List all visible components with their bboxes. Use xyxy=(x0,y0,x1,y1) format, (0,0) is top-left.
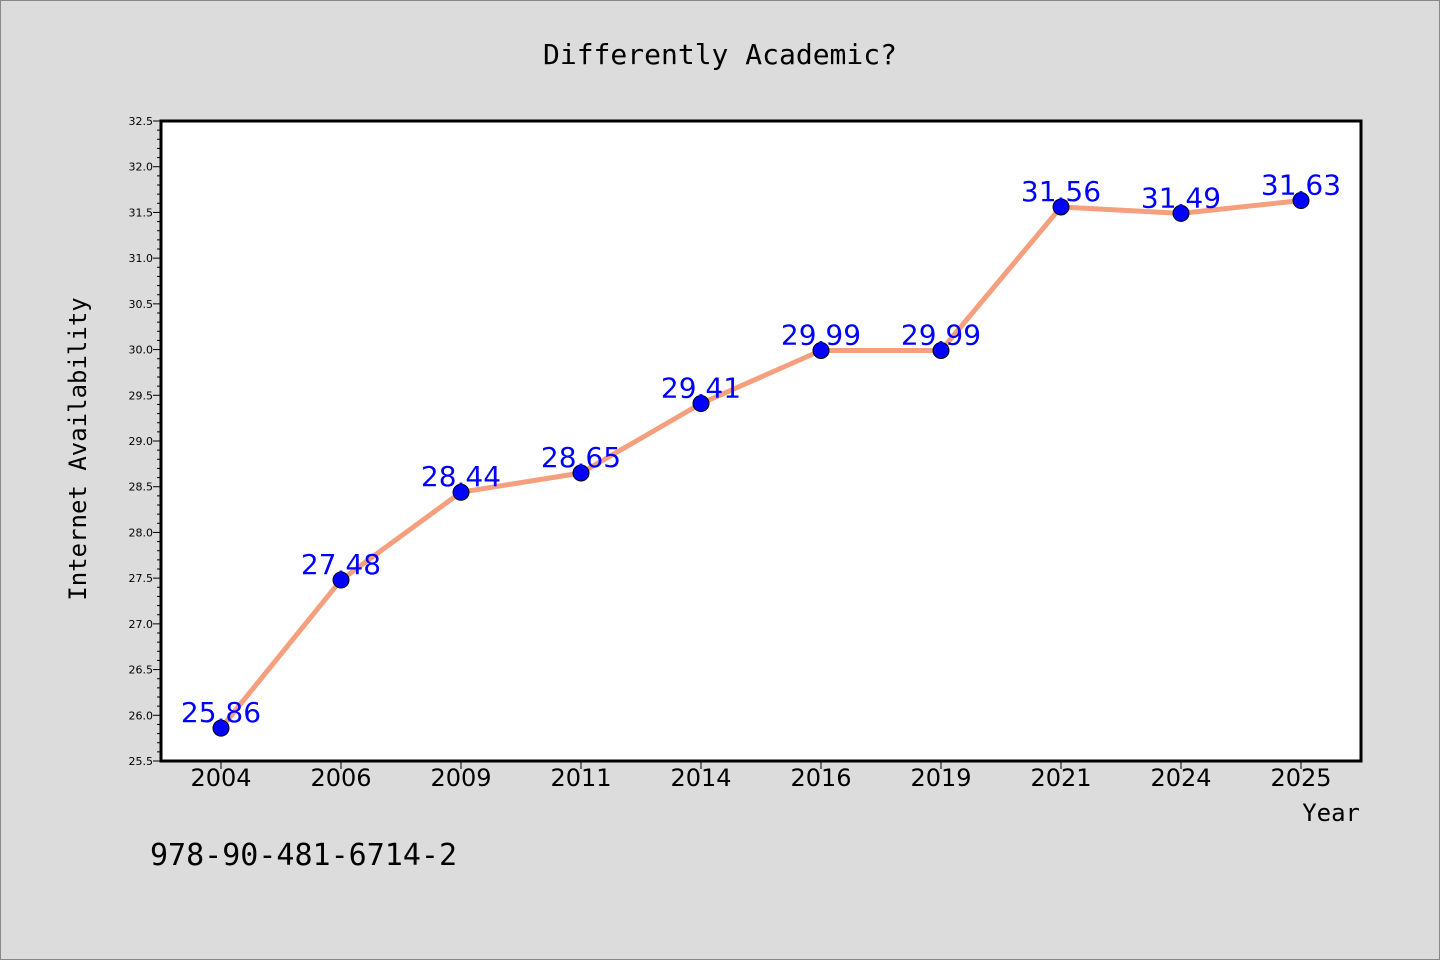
y-tick-label: 31.5 xyxy=(129,206,154,219)
data-point xyxy=(572,464,590,482)
x-tick-label: 2009 xyxy=(430,764,491,792)
x-tick-label: 2021 xyxy=(1030,764,1091,792)
y-tick-label: 28.5 xyxy=(129,481,154,494)
y-tick-label: 27.5 xyxy=(129,572,154,585)
data-label: 31.63 xyxy=(1261,169,1341,202)
x-tick-label: 2016 xyxy=(790,764,851,792)
data-point xyxy=(1292,192,1310,210)
x-tick-label: 2014 xyxy=(670,764,731,792)
y-tick-label: 28.0 xyxy=(129,526,154,539)
data-label: 27.48 xyxy=(301,548,381,581)
y-tick-label: 29.5 xyxy=(129,389,154,402)
data-point xyxy=(932,341,950,359)
y-tick-label: 32.0 xyxy=(129,161,154,174)
data-label: 28.44 xyxy=(421,460,501,493)
data-point xyxy=(692,395,710,413)
y-tick-label: 29.0 xyxy=(129,435,154,448)
chart-title: Differently Academic? xyxy=(543,38,897,71)
x-axis: 2004 2006 2009 2011 2014 2016 2019 2021 2024 2025 xyxy=(190,761,1332,792)
y-axis: 25.5 26.0 26.5 27.0 27.5 28.0 28.5 29.0 29.5 30.0… xyxy=(129,115,161,768)
y-tick-label: 26.5 xyxy=(129,664,154,677)
y-tick-label: 26.0 xyxy=(129,709,154,722)
data-point xyxy=(212,719,230,737)
data-point xyxy=(452,483,470,501)
data-label: 29.41 xyxy=(661,372,741,405)
data-label: 29.99 xyxy=(901,318,981,351)
y-axis-label: Internet Availability xyxy=(64,297,92,600)
x-tick-label: 2004 xyxy=(190,764,251,792)
x-tick-label: 2006 xyxy=(310,764,371,792)
series-group: 25.86 27.48 28.44 28.65 29.41 29.99 29.99 31.56… xyxy=(181,169,1341,737)
x-tick-label: 2011 xyxy=(550,764,611,792)
data-point xyxy=(1052,198,1070,216)
x-tick-label: 2025 xyxy=(1270,764,1331,792)
x-axis-label: Year xyxy=(1302,799,1360,827)
y-tick-label: 31.0 xyxy=(129,252,154,265)
data-label: 31.56 xyxy=(1021,175,1101,208)
data-label: 25.86 xyxy=(181,696,261,729)
data-label: 28.65 xyxy=(541,441,621,474)
data-point xyxy=(332,571,350,589)
data-point xyxy=(1172,204,1190,222)
x-tick-label: 2019 xyxy=(910,764,971,792)
y-tick-label: 32.5 xyxy=(129,115,154,128)
data-label: 31.49 xyxy=(1141,181,1221,214)
y-tick-label: 25.5 xyxy=(129,755,154,768)
y-tick-label: 30.5 xyxy=(129,298,154,311)
data-point xyxy=(812,341,830,359)
y-tick-label: 27.0 xyxy=(129,618,154,631)
data-label: 29.99 xyxy=(781,318,861,351)
series-line xyxy=(218,198,1304,731)
isbn-label: 978-90-481-6714-2 xyxy=(150,838,457,873)
x-tick-label: 2024 xyxy=(1150,764,1211,792)
y-tick-label: 30.0 xyxy=(129,344,154,357)
plot-area xyxy=(159,119,1363,763)
